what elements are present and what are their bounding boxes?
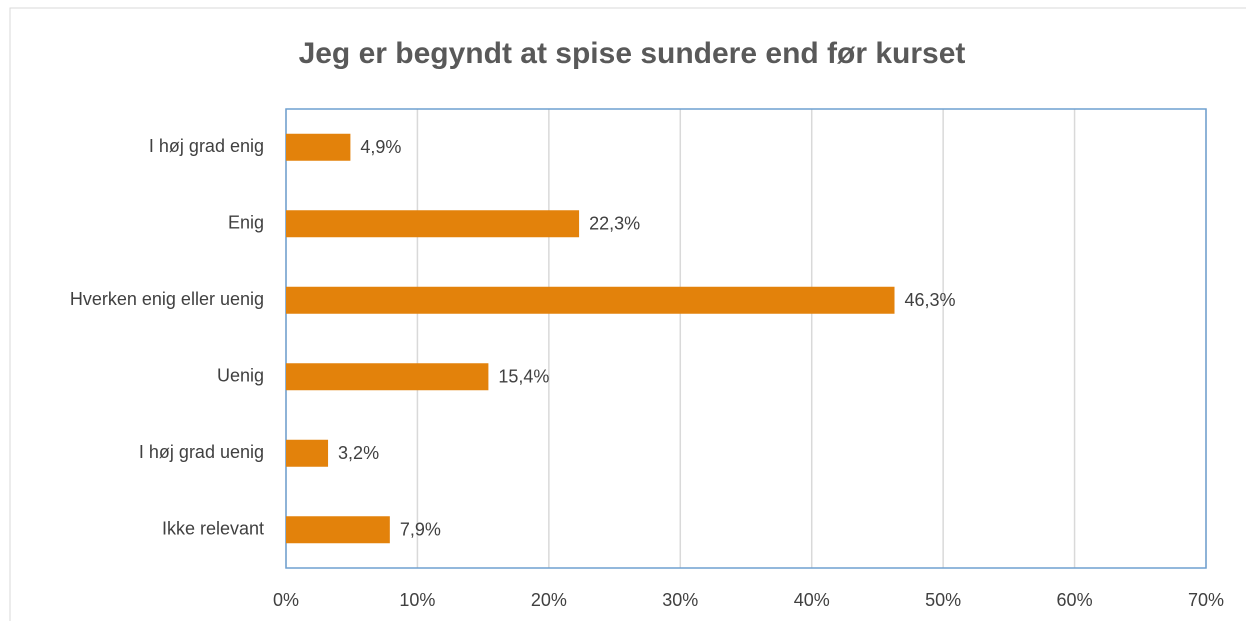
value-label: 4,9% — [360, 137, 401, 157]
chart-frame — [9, 7, 1246, 621]
bar — [286, 286, 895, 314]
x-tick-label: 30% — [662, 590, 698, 610]
x-tick-label: 40% — [794, 590, 830, 610]
y-tick-label: Enig — [228, 213, 264, 233]
bar — [286, 439, 329, 467]
y-tick-label: Hverken enig eller uenig — [70, 289, 264, 309]
x-tick-label: 50% — [925, 590, 961, 610]
x-tick-label: 10% — [399, 590, 435, 610]
bar — [286, 516, 390, 544]
value-label: 7,9% — [400, 520, 441, 540]
x-tick-label: 0% — [273, 590, 299, 610]
y-tick-label: I høj grad uenig — [139, 442, 264, 462]
y-tick-label: Uenig — [217, 366, 264, 386]
x-tick-label: 70% — [1188, 590, 1224, 610]
x-tick-label: 60% — [1057, 590, 1093, 610]
value-label: 15,4% — [498, 367, 549, 387]
x-tick-label: 20% — [531, 590, 567, 610]
bar — [286, 363, 489, 391]
y-tick-label: Ikke relevant — [162, 519, 264, 539]
plot-area — [285, 108, 1207, 569]
y-tick-label: I høj grad enig — [149, 136, 264, 156]
value-label: 46,3% — [905, 290, 956, 310]
bar — [286, 133, 351, 161]
bar — [286, 210, 580, 238]
chart-title: Jeg er begyndt at spise sundere end før … — [299, 37, 966, 70]
value-label: 22,3% — [589, 214, 640, 234]
value-label: 3,2% — [338, 443, 379, 463]
